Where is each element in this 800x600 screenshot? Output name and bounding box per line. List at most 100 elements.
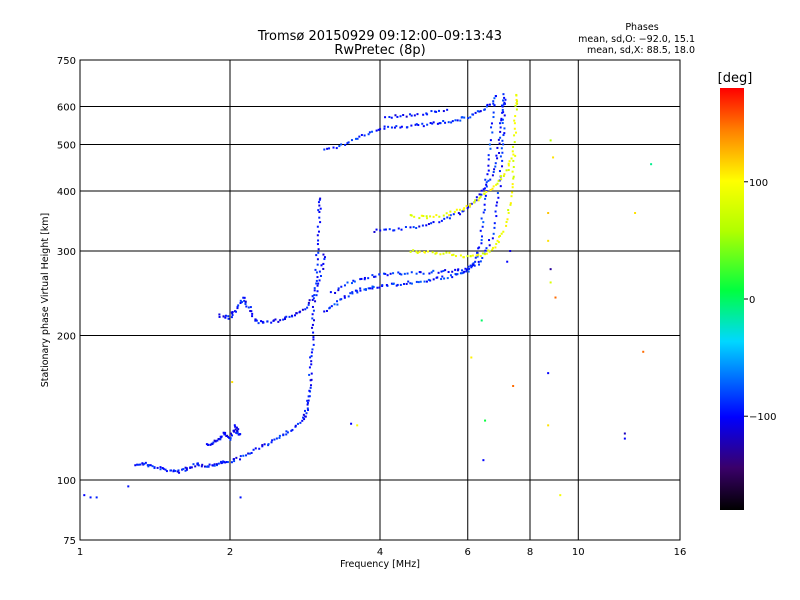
phase-point xyxy=(497,235,500,238)
phase-point xyxy=(499,155,502,158)
phase-point xyxy=(515,108,518,111)
phase-point xyxy=(516,100,519,103)
phase-point xyxy=(514,115,517,118)
phase-point xyxy=(492,171,495,174)
phase-point xyxy=(507,164,510,167)
phase-point xyxy=(243,299,246,302)
phase-point xyxy=(257,322,260,325)
phase-point xyxy=(255,319,258,322)
phase-point xyxy=(486,103,489,106)
phase-point xyxy=(383,127,386,130)
phase-point xyxy=(254,447,257,450)
phase-point xyxy=(431,251,434,254)
phase-point xyxy=(473,201,476,204)
phase-point xyxy=(485,247,488,250)
phase-point xyxy=(513,127,516,130)
phase-point xyxy=(196,463,199,466)
phase-point xyxy=(137,463,140,466)
phase-point xyxy=(230,316,233,319)
phase-point xyxy=(304,308,307,311)
phase-point xyxy=(384,228,387,231)
phase-point xyxy=(463,116,466,119)
phase-point xyxy=(311,295,314,298)
phase-point xyxy=(483,187,486,190)
phase-point xyxy=(476,255,479,258)
y-tick-label: 100 xyxy=(57,476,76,487)
phase-point xyxy=(492,232,495,235)
phase-point xyxy=(444,269,447,272)
phase-point xyxy=(307,409,310,412)
phase-point xyxy=(285,430,288,433)
phase-point xyxy=(445,212,448,215)
phase-point xyxy=(650,163,653,166)
phase-point xyxy=(310,355,313,358)
phase-point xyxy=(328,307,331,310)
phase-point xyxy=(430,110,433,113)
phase-point xyxy=(317,251,320,254)
phase-point xyxy=(211,442,214,445)
phase-point xyxy=(623,437,626,440)
phase-point xyxy=(235,456,238,459)
phase-point xyxy=(351,292,354,295)
phase-point xyxy=(547,372,550,375)
phase-point xyxy=(319,197,322,200)
phase-point xyxy=(493,226,496,229)
phase-point xyxy=(282,434,285,437)
phase-point xyxy=(274,318,277,321)
phase-point xyxy=(406,126,409,129)
phase-point xyxy=(299,421,302,424)
phase-point xyxy=(423,280,426,283)
phase-point xyxy=(485,190,488,193)
phase-point xyxy=(503,173,506,176)
phase-point xyxy=(215,463,218,466)
phase-point xyxy=(267,443,270,446)
phase-point xyxy=(498,142,501,145)
phase-point xyxy=(381,284,384,287)
phase-point xyxy=(459,213,462,216)
phase-point xyxy=(499,175,502,178)
phase-point xyxy=(310,378,313,381)
phase-point xyxy=(474,199,477,202)
phase-point xyxy=(481,225,484,228)
phase-point xyxy=(509,202,512,205)
phase-point xyxy=(225,460,228,463)
phase-point xyxy=(446,108,449,111)
phase-point xyxy=(472,264,475,267)
phase-point xyxy=(492,111,495,114)
phase-point xyxy=(314,300,317,303)
phase-point xyxy=(433,110,436,113)
phase-point xyxy=(301,308,304,311)
phase-point xyxy=(306,407,309,410)
phase-point xyxy=(506,260,509,263)
phase-point xyxy=(488,250,491,253)
phase-point xyxy=(419,280,422,283)
phase-point xyxy=(469,255,472,258)
phase-point xyxy=(388,116,391,119)
phase-point xyxy=(335,147,338,150)
phase-point xyxy=(239,496,242,499)
phase-point xyxy=(449,274,452,277)
phase-point xyxy=(499,234,502,237)
phase-point xyxy=(440,219,443,222)
phase-point xyxy=(642,350,645,353)
phase-point xyxy=(311,323,314,326)
phase-point xyxy=(294,424,297,427)
phase-point xyxy=(400,125,403,128)
phase-point xyxy=(149,464,152,467)
phase-point xyxy=(497,179,500,182)
phase-point xyxy=(371,287,374,290)
phase-point xyxy=(443,277,446,280)
phase-point xyxy=(360,277,363,280)
phase-point xyxy=(384,272,387,275)
phase-point xyxy=(515,93,518,96)
phase-point xyxy=(501,159,504,162)
phase-point xyxy=(549,268,552,271)
phase-point xyxy=(509,203,512,206)
phase-point xyxy=(143,462,146,465)
phase-point xyxy=(410,124,413,127)
phase-point xyxy=(382,272,385,275)
phase-point xyxy=(213,464,216,467)
phase-point xyxy=(303,409,306,412)
phase-point xyxy=(500,178,503,181)
phase-point xyxy=(501,108,504,111)
